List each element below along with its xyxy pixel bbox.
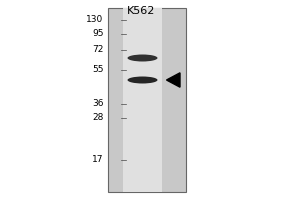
Polygon shape: [167, 73, 180, 87]
Text: 36: 36: [92, 99, 103, 108]
Ellipse shape: [128, 54, 158, 62]
Text: 130: 130: [86, 16, 103, 24]
Bar: [108, 8, 186, 192]
Ellipse shape: [128, 76, 158, 84]
Bar: [123, 8, 162, 192]
Text: 17: 17: [92, 156, 103, 164]
Text: K562: K562: [127, 6, 155, 16]
Text: 95: 95: [92, 29, 103, 38]
Text: 28: 28: [92, 114, 103, 122]
Text: 55: 55: [92, 66, 103, 74]
Text: 72: 72: [92, 46, 103, 54]
